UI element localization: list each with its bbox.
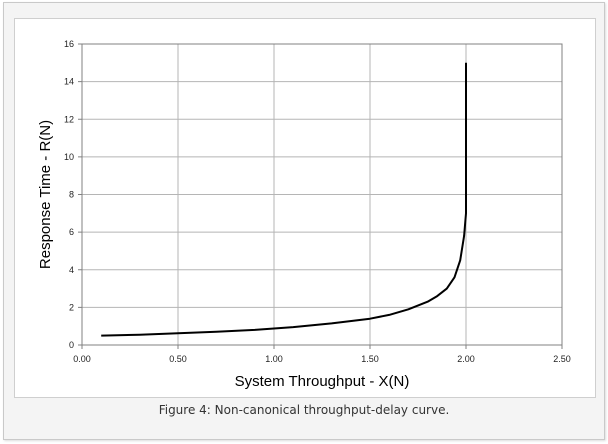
y-tick-label: 8 [69,190,74,200]
y-tick-label: 12 [64,114,74,124]
series-line [101,62,467,337]
y-tick-label: 0 [69,340,74,350]
plot-area [81,43,563,346]
y-axis-label: Response Time - R(N) [37,120,54,269]
y-tick-labels: 0 2 4 6 8 10 12 14 16 [64,39,74,350]
x-tick-label: 0.50 [169,354,187,364]
series-lines [101,62,467,337]
y-tick-label: 14 [64,77,74,87]
x-tick-labels: 0.00 0.50 1.00 1.50 2.00 2.50 [73,354,571,364]
y-tick-label: 10 [64,152,74,162]
y-tick-label: 6 [69,227,74,237]
x-tick-label: 0.00 [73,354,91,364]
figure-caption: Figure 4: Non-canonical throughput-delay… [158,403,450,417]
throughput-delay-chart: 0.00 0.50 1.00 1.50 2.00 2.50 0 2 4 6 8 10 12 14 16 S… [37,39,571,390]
x-axis-label: System Throughput - X(N) [235,373,410,390]
x-tick-label: 2.50 [553,354,571,364]
y-tick-label: 2 [69,302,74,312]
y-tick-label: 4 [69,265,74,275]
y-tick-label: 16 [64,39,74,49]
x-tick-label: 2.00 [457,354,475,364]
x-tick-label: 1.00 [265,354,283,364]
gridlines [78,43,563,349]
x-tick-label: 1.50 [361,354,379,364]
